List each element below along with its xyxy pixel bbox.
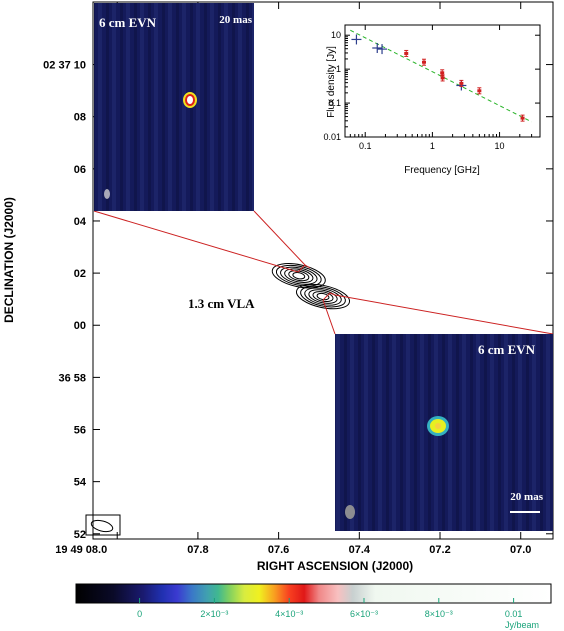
- inset-bottom-right-beam: [345, 505, 355, 519]
- vla-contour-level: [280, 266, 318, 285]
- spectrum-y-label: Flux density [Jy]: [326, 46, 337, 118]
- marker-north: [297, 264, 311, 273]
- inset-connectors: [93, 210, 554, 335]
- vla-contours: [271, 263, 351, 310]
- vla-contour-level: [300, 285, 346, 308]
- colorbar-bar: [75, 583, 552, 604]
- source-core: [435, 423, 441, 429]
- beam-ellipse: [90, 519, 114, 533]
- connector-bottom-right: [334, 294, 554, 335]
- spectrum-y-tick-label: 0.1: [328, 98, 341, 108]
- vla-contour-level: [312, 291, 334, 303]
- main-x-tick-label: 07.6: [268, 544, 289, 556]
- connector-top-left: [93, 210, 299, 273]
- colorbar-tick-label: 4×10⁻³: [275, 609, 303, 619]
- vla-contour-level: [308, 289, 338, 304]
- spectrum-point-low-freq: [351, 34, 362, 45]
- main-y-tick-label: 54: [74, 477, 87, 489]
- contour-markers: [297, 264, 336, 301]
- spectrum-point-high-freq: [440, 74, 445, 82]
- inset-bottom-right-scale-label: 20 mas: [510, 491, 543, 503]
- spectrum-x-tick-label: 0.1: [359, 141, 372, 151]
- spectrum-y-tick-label: 1: [336, 64, 341, 74]
- main-y-tick-label: 02: [74, 268, 86, 280]
- vla-contour-level: [275, 264, 322, 287]
- inset-top-left-label: 6 cm EVN: [99, 15, 157, 30]
- main-x-ticks: 19 49 08.0 07.8 07.6 07.4 07.2 07.0: [55, 2, 531, 556]
- vla-contour-level: [271, 263, 326, 289]
- inset-top-left-source: [183, 92, 197, 108]
- main-y-ticks: 02 37 10 08 06 04 02 00 36 58 56 54 52: [43, 60, 553, 541]
- vla-contour-level: [288, 270, 310, 282]
- inset-bottom-right-source: [427, 416, 449, 436]
- connector-top-right: [253, 210, 306, 266]
- inset-top-left-scale-label: 20 mas: [219, 14, 252, 26]
- vla-contour-level: [304, 287, 342, 306]
- spectrum-y-tick-label: 0.01: [323, 132, 341, 142]
- main-x-tick-label: 07.0: [510, 544, 531, 556]
- inset-bottom-right: 6 cm EVN 20 mas: [335, 334, 553, 531]
- spectrum-point-high-freq: [421, 58, 426, 66]
- spectrum-x-label: Frequency [GHz]: [404, 165, 480, 176]
- spectrum-point-high-freq: [404, 49, 409, 57]
- main-y-tick-label: 06: [74, 164, 86, 176]
- spectrum-point-high-freq: [477, 87, 482, 95]
- colorbar: 0 2×10⁻³ 4×10⁻³ 6×10⁻³ 8×10⁻³ 0.01 Jy/beam: [75, 583, 552, 630]
- spectrum-point-high-freq: [459, 79, 464, 87]
- beam-box: [85, 514, 121, 536]
- connector-bottom-left: [322, 299, 336, 335]
- vla-annotation: 1.3 cm VLA: [188, 296, 255, 311]
- spectrum-x-tick-label: 1: [430, 141, 435, 151]
- main-x-tick-label: 07.2: [429, 544, 450, 556]
- colorbar-tick-label: 6×10⁻³: [350, 609, 378, 619]
- vla-contour-level: [295, 283, 351, 310]
- vla-contour-level: [292, 272, 306, 280]
- main-y-tick-label: 02 37 10: [43, 60, 86, 72]
- main-x-tick-label: 19 49 08.0: [55, 544, 107, 556]
- main-y-label: DECLINATION (J2000): [2, 197, 16, 323]
- spectrum-point-low-freq: [377, 44, 388, 55]
- colorbar-unit: Jy/beam: [505, 620, 539, 630]
- spectrum-points: [351, 34, 525, 122]
- main-y-tick-label: 00: [74, 320, 86, 332]
- colorbar-ticks: 0 2×10⁻³ 4×10⁻³ 6×10⁻³ 8×10⁻³ 0.01: [137, 598, 522, 619]
- inset-top-left: 6 cm EVN 20 mas: [94, 3, 282, 211]
- spectrum-inset: 0.1 1 10 0.01 0.1 1 10 Frequency [GHz] Flux de…: [323, 24, 541, 176]
- main-y-tick-label: 56: [74, 425, 86, 437]
- spectrum-point-high-freq: [520, 114, 525, 122]
- colorbar-tick-label: 0: [137, 609, 142, 619]
- main-y-tick-label: 04: [74, 216, 87, 228]
- spectrum-y-tick-label: 10: [331, 30, 341, 40]
- spectrum-ticks: 0.1 1 10 0.01 0.1 1 10: [323, 25, 540, 151]
- main-y-tick-label: 52: [74, 529, 86, 541]
- spectrum-x-tick-label: 10: [495, 141, 505, 151]
- colorbar-tick-label: 0.01: [505, 609, 523, 619]
- inset-top-left-image: [94, 3, 254, 211]
- main-x-label: RIGHT ASCENSION (J2000): [257, 559, 413, 573]
- inset-bottom-right-label: 6 cm EVN: [478, 342, 536, 357]
- inset-top-left-beam: [104, 189, 110, 199]
- main-x-tick-label: 07.4: [349, 544, 371, 556]
- colorbar-tick-label: 8×10⁻³: [425, 609, 453, 619]
- vla-beam: [85, 514, 121, 536]
- colorbar-tick-label: 2×10⁻³: [200, 609, 228, 619]
- marker-south: [322, 292, 336, 301]
- main-y-tick-label: 08: [74, 112, 86, 124]
- source-core: [187, 96, 193, 104]
- main-x-tick-label: 07.8: [187, 544, 208, 556]
- vla-contour-level: [316, 292, 330, 301]
- main-y-tick-label: 36 58: [58, 372, 86, 384]
- spectrum-point-low-freq: [372, 42, 383, 53]
